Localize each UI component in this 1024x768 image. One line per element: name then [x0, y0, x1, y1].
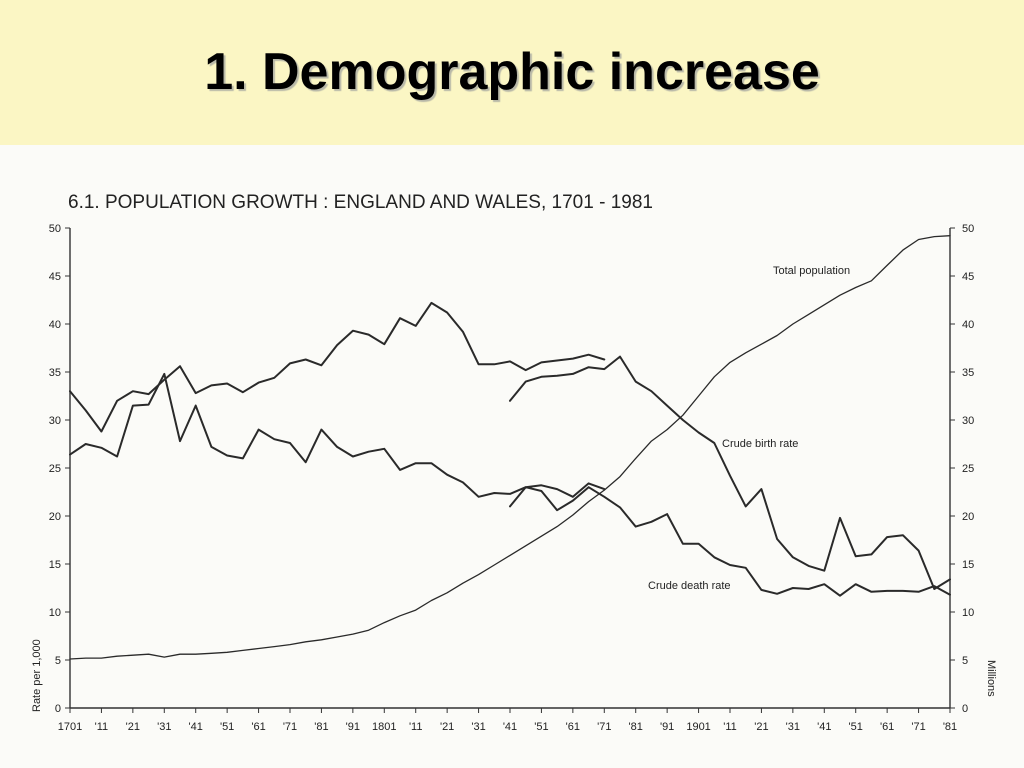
y-tick-label-left: 25 — [49, 463, 61, 475]
slide-header — [0, 0, 1024, 145]
y-tick-label-right: 15 — [962, 559, 974, 571]
y-tick-label-left: 5 — [55, 655, 61, 667]
x-tick-label: '61 — [566, 721, 580, 733]
x-tick-label: '81 — [314, 721, 328, 733]
series-line-crude-death-rate — [69, 301, 606, 433]
y-tick-label-left: 20 — [49, 511, 61, 523]
y-tick-label-right: 35 — [962, 367, 974, 379]
series-lines — [69, 235, 951, 660]
x-tick-label: '91 — [660, 721, 674, 733]
y-axis-title-right: Millions — [985, 660, 997, 697]
y-tick-label-left: 10 — [49, 607, 61, 619]
axis-ticks: 0 5 10 15 20 25 30 35 40 45 50 0 5 10 15 20 25 30 35 40 45 50… — [49, 223, 975, 733]
y-tick-label-right: 45 — [962, 271, 974, 283]
x-tick-label: '31 — [157, 721, 171, 733]
series-line-crude-death-rate-england-and-wales — [509, 486, 951, 597]
y-axis-title-left: Rate per 1,000 — [31, 639, 43, 712]
y-tick-label-right: 40 — [962, 319, 974, 331]
y-tick-label-left: 50 — [49, 223, 61, 235]
series-line-crude-birth-rate-england-and-wales — [509, 355, 951, 590]
y-tick-label-right: 5 — [962, 655, 968, 667]
chart-axes — [69, 228, 951, 709]
x-tick-label: '81 — [629, 721, 643, 733]
x-tick-label: '31 — [786, 721, 800, 733]
y-tick-label-left: 45 — [49, 271, 61, 283]
y-tick-label-right: 20 — [962, 511, 974, 523]
slide-title: 1. Demographic increase — [204, 43, 820, 101]
y-tick-label-left: 35 — [49, 367, 61, 379]
x-tick-label: '21 — [126, 721, 140, 733]
x-tick-label: '51 — [220, 721, 234, 733]
y-tick-label-left: 0 — [55, 703, 61, 715]
x-tick-label: '71 — [911, 721, 925, 733]
x-tick-label: 1701 — [58, 721, 82, 733]
y-tick-label-right: 10 — [962, 607, 974, 619]
y-tick-label-right: 0 — [962, 703, 968, 715]
label-total-population: Total population — [773, 265, 850, 277]
x-tick-label: '51 — [534, 721, 548, 733]
label-crude-death-rate: Crude death rate — [648, 580, 731, 592]
x-tick-label: '61 — [880, 721, 894, 733]
x-tick-label: '41 — [503, 721, 517, 733]
label-crude-birth-rate: Crude birth rate — [722, 438, 798, 450]
y-tick-label-left: 30 — [49, 415, 61, 427]
y-tick-label-left: 15 — [49, 559, 61, 571]
x-tick-label: '31 — [471, 721, 485, 733]
x-tick-label: '71 — [283, 721, 297, 733]
y-tick-label-right: 30 — [962, 415, 974, 427]
x-tick-label: '71 — [597, 721, 611, 733]
x-tick-label: '21 — [440, 721, 454, 733]
x-tick-label: 1801 — [372, 721, 396, 733]
chart-title: 6.1. POPULATION GROWTH : ENGLAND AND WAL… — [68, 192, 653, 213]
y-tick-label-right: 25 — [962, 463, 974, 475]
x-tick-label: '61 — [251, 721, 265, 733]
x-tick-label: '11 — [95, 721, 109, 733]
x-tick-label: '41 — [817, 721, 831, 733]
x-tick-label: '11 — [409, 721, 423, 733]
series-line-total-population — [69, 235, 951, 660]
x-tick-label: '41 — [189, 721, 203, 733]
x-tick-label: '51 — [849, 721, 863, 733]
x-tick-label: '91 — [346, 721, 360, 733]
chart-scan-background — [0, 145, 1024, 768]
x-tick-label: '81 — [943, 721, 957, 733]
y-tick-label-left: 40 — [49, 319, 61, 331]
x-tick-label: 1901 — [686, 721, 710, 733]
x-tick-label: '21 — [754, 721, 768, 733]
x-tick-label: '11 — [723, 721, 737, 733]
y-tick-label-right: 50 — [962, 223, 974, 235]
